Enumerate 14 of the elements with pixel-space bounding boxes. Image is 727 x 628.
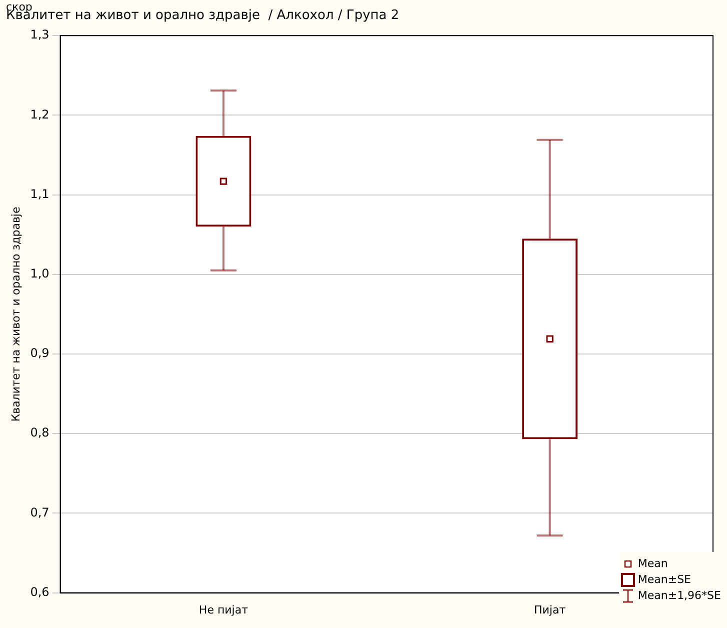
y-tick-label: 0,6: [30, 584, 50, 599]
y-tick-label: 1,0: [30, 266, 50, 281]
x-tick-label: Не пијат: [198, 603, 249, 616]
y-tick-label: 0,8: [30, 426, 50, 440]
y-tick-label: 1,1: [30, 186, 50, 201]
annotation: Mean±1,96*SE: [638, 588, 721, 604]
y-tick-label: 1,2: [30, 107, 50, 122]
annotation: Mean±SE: [638, 572, 691, 588]
x-tick-label: Пијат: [534, 603, 566, 616]
y-tick-label: 0,9: [30, 346, 50, 360]
y-tick-label: 1,3: [30, 28, 50, 42]
annotation: Mean: [638, 556, 668, 572]
y-axis-title: Квалитет на живот и орално здравје: [9, 206, 22, 422]
y-tick-label: 0,7: [30, 505, 50, 520]
